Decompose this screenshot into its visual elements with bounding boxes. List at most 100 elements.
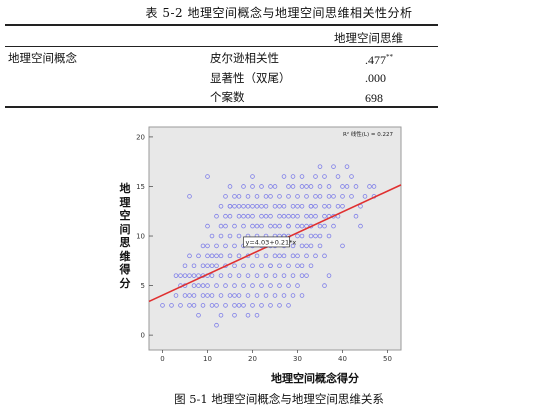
scatter-point <box>272 203 278 209</box>
scatter-point <box>254 194 260 199</box>
scatter-point <box>241 223 246 229</box>
scatter-point <box>223 213 228 219</box>
scatter-point <box>178 303 183 308</box>
scatter-point <box>344 184 350 189</box>
scatter-point <box>236 293 242 298</box>
scatter-point <box>250 203 255 209</box>
scatter-point <box>209 253 215 259</box>
scatter-point <box>340 243 345 249</box>
scatter-point <box>259 263 264 269</box>
scatter-point <box>205 263 210 269</box>
scatter-point <box>317 164 323 169</box>
scatter-point <box>227 273 233 278</box>
scatter-point <box>371 184 377 189</box>
scatter-chart: 0 5 10 15 20 0 10 20 30 40 50 y=4.03+0.21*x R² 线性… <box>136 126 402 363</box>
scatter-point <box>295 213 300 219</box>
scatter-point <box>308 263 314 269</box>
scatter-point <box>277 203 282 209</box>
stat-value-n: 698 <box>365 91 383 105</box>
scatter-point <box>250 223 255 229</box>
scatter-point <box>187 194 192 199</box>
scatter-point <box>200 263 206 269</box>
scatter-point <box>353 213 359 219</box>
equation-box: y=4.03+0.21*x <box>243 236 297 248</box>
x-tick-label: 40 <box>338 355 347 363</box>
scatter-point <box>241 283 246 288</box>
scatter-point <box>277 303 282 308</box>
scatter-point <box>295 223 300 229</box>
scatter-point <box>227 203 233 209</box>
y-tick-label: 10 <box>136 233 145 241</box>
scatter-point <box>286 213 291 219</box>
scatter-point <box>223 303 228 308</box>
scatter-point <box>196 273 201 278</box>
scatter-point <box>254 203 260 209</box>
scatter-point <box>227 293 233 298</box>
scatter-point <box>268 283 273 288</box>
scatter-point <box>326 203 332 209</box>
scatter-point <box>263 194 269 199</box>
stat-label-pearson: 皮尔逊相关性 <box>210 51 279 65</box>
scatter-point <box>286 263 291 269</box>
scatter-point <box>263 273 269 278</box>
scatter-point <box>182 293 188 298</box>
scatter-point <box>241 213 246 219</box>
scatter-point <box>187 273 192 278</box>
scatter-point <box>268 263 273 269</box>
scatter-point <box>200 283 206 288</box>
scatter-point <box>286 194 291 199</box>
scatter-point <box>322 253 327 259</box>
x-axis-ticks: 0 10 20 30 40 50 <box>160 350 392 363</box>
column-header: 地理空间思维 <box>334 31 403 45</box>
scatter-point <box>200 243 206 249</box>
scatter-point <box>295 194 300 199</box>
scatter-point <box>268 184 273 189</box>
scatter-point <box>290 293 296 298</box>
scatter-point <box>295 203 300 209</box>
scatter-point <box>313 194 318 199</box>
scatter-point <box>340 184 345 189</box>
scatter-point <box>317 223 323 229</box>
scatter-point <box>191 273 197 278</box>
scatter-point <box>232 313 237 318</box>
scatter-point <box>313 174 318 179</box>
scatter-point <box>232 194 237 199</box>
scatter-point <box>304 273 309 278</box>
y-tick-label: 20 <box>136 133 145 141</box>
scatter-point <box>290 253 296 259</box>
x-tick-label: 50 <box>383 355 392 363</box>
scatter-point <box>277 283 282 288</box>
scatter-point <box>317 194 323 199</box>
scatter-point <box>313 213 318 219</box>
scatter-point <box>340 194 345 199</box>
scatter-point <box>295 253 300 259</box>
scatter-point <box>277 263 282 269</box>
scatter-point <box>218 253 224 259</box>
scatter-point <box>322 283 327 288</box>
scatter-point <box>362 194 368 199</box>
scatter-point <box>308 243 314 249</box>
x-tick-label: 30 <box>293 355 302 363</box>
figure-caption: 图 5-1 地理空间概念与地理空间思维关系 <box>174 392 384 406</box>
y-tick-label: 0 <box>141 332 145 340</box>
scatter-point <box>241 263 246 269</box>
row-header: 地理空间概念 <box>8 51 77 65</box>
scatter-point <box>200 303 206 308</box>
scatter-point <box>196 253 201 259</box>
scatter-point <box>254 273 260 278</box>
scatter-point <box>232 203 237 209</box>
scatter-point <box>241 203 246 209</box>
scatter-point <box>227 253 233 259</box>
scatter-point <box>308 233 314 239</box>
scatter-point <box>187 253 192 259</box>
scatter-point <box>259 303 264 308</box>
stat-value-significance: .000 <box>365 71 386 85</box>
scatter-point <box>299 184 305 189</box>
scatter-point <box>317 184 323 189</box>
equation-label: y=4.03+0.21*x <box>246 238 297 246</box>
scatter-point <box>259 223 264 229</box>
scatter-point <box>268 213 273 219</box>
scatter-point <box>191 263 197 269</box>
scatter-point <box>182 273 188 278</box>
scatter-point <box>358 223 363 229</box>
